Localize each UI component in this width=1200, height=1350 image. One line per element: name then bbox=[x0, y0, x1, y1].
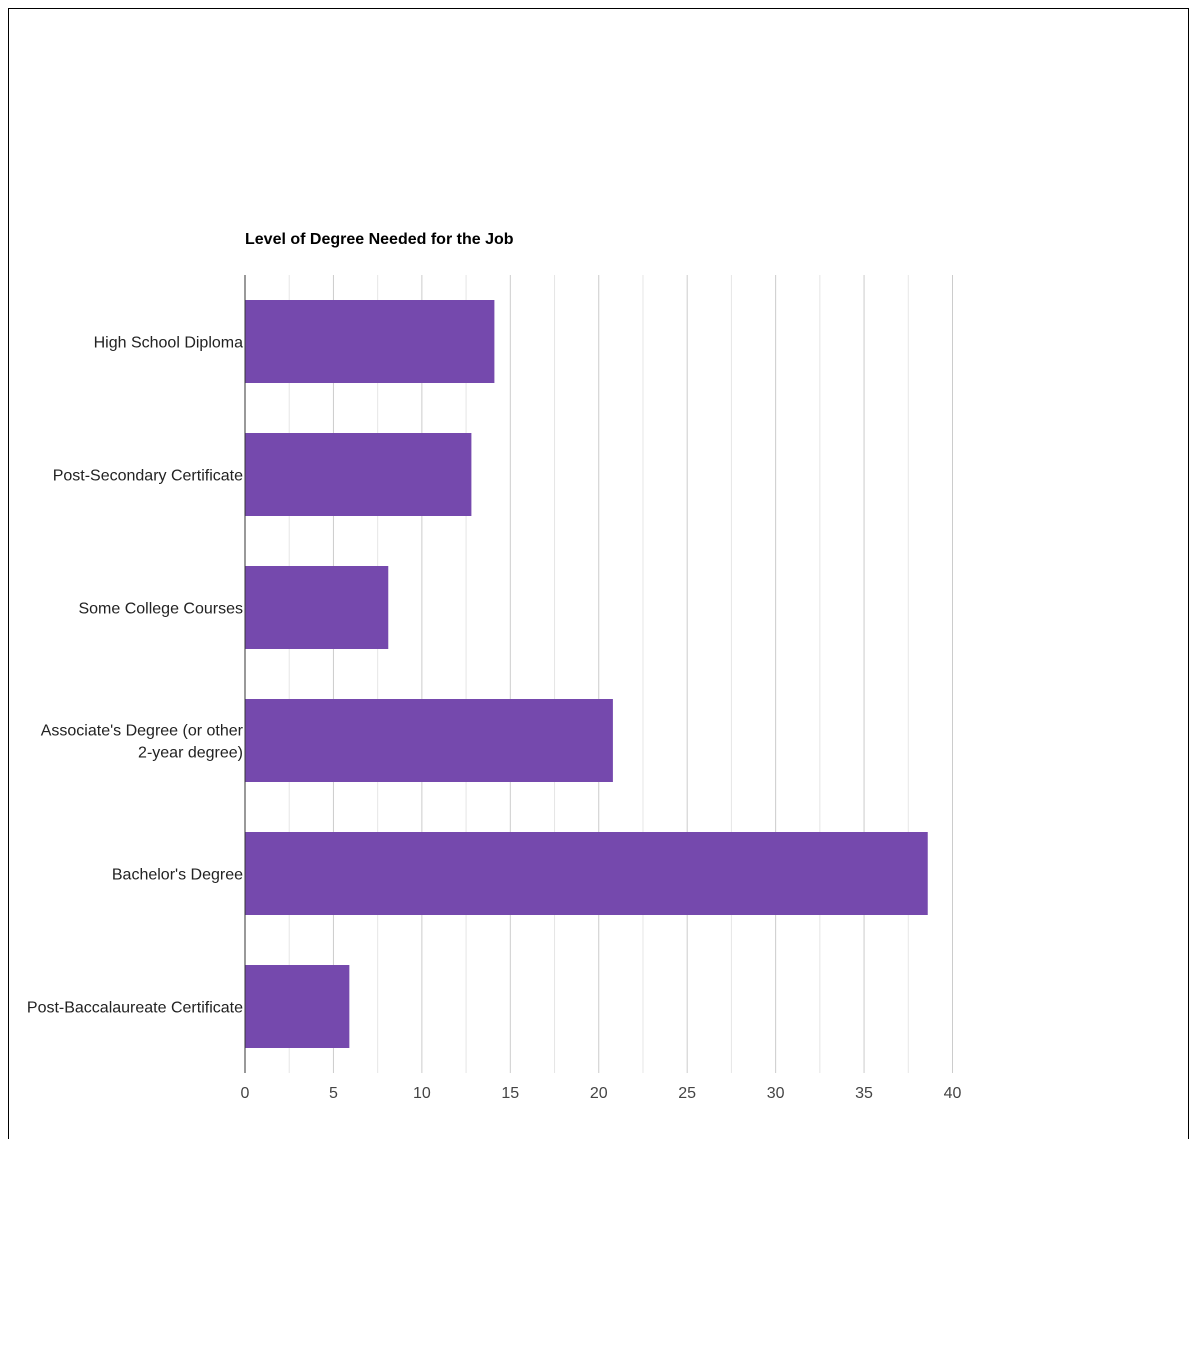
bar bbox=[245, 433, 472, 516]
bar bbox=[245, 965, 350, 1048]
bar bbox=[245, 832, 928, 915]
category-label: High School Diploma bbox=[94, 335, 244, 352]
x-tick-label: 10 bbox=[413, 1085, 431, 1102]
tick-labels: 0 5 10 15 20 25 30 35 40 bbox=[241, 1085, 962, 1102]
bars bbox=[245, 300, 928, 1048]
bar bbox=[245, 566, 389, 649]
x-tick-label: 40 bbox=[944, 1085, 962, 1102]
x-tick-label: 15 bbox=[501, 1085, 519, 1102]
x-tick-label: 35 bbox=[855, 1085, 873, 1102]
category-label: Associate's Degree (or other 2-year degre… bbox=[41, 723, 244, 762]
x-tick-label: 0 bbox=[241, 1085, 250, 1102]
x-tick-label: 5 bbox=[329, 1085, 338, 1102]
grid-lines bbox=[288, 275, 953, 1073]
chart-title: Level of Degree Needed for the Job bbox=[245, 231, 514, 248]
bar bbox=[245, 699, 613, 782]
x-tick-label: 20 bbox=[590, 1085, 608, 1102]
category-labels: High School Diploma Post-Secondary Certif… bbox=[27, 335, 244, 1017]
category-label: Some College Courses bbox=[78, 601, 243, 618]
chart-frame bbox=[8, 8, 1189, 1139]
category-label: Bachelor's Degree bbox=[112, 867, 243, 884]
category-label: Post-Baccalaureate Certificate bbox=[27, 1000, 243, 1017]
category-label: Post-Secondary Certificate bbox=[53, 468, 243, 485]
x-tick-label: 30 bbox=[767, 1085, 785, 1102]
x-tick-label: 25 bbox=[678, 1085, 696, 1102]
bar bbox=[245, 300, 495, 383]
